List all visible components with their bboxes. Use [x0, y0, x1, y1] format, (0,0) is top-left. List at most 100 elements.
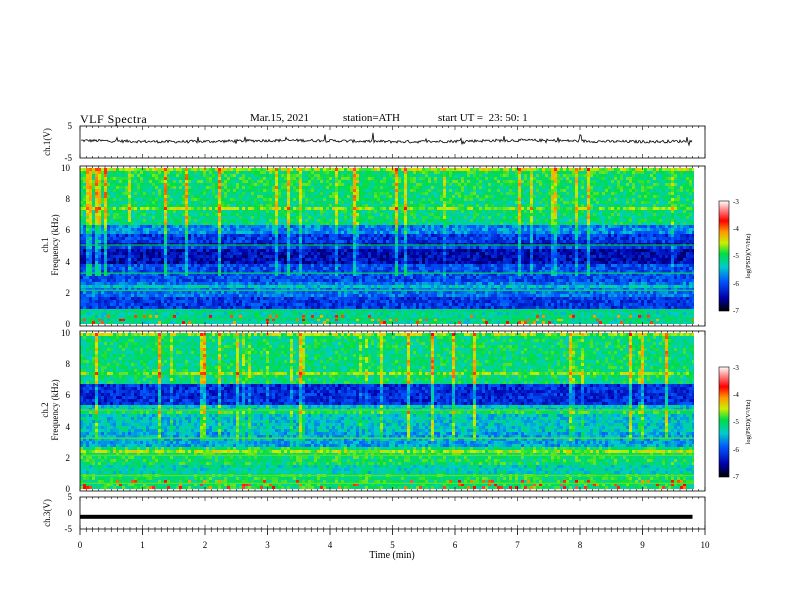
- spectrogram-cell: [623, 198, 626, 201]
- spectrogram-cell: [632, 204, 635, 207]
- spectrogram-cell: [272, 168, 275, 171]
- spectrogram-cell: [626, 183, 629, 186]
- spectrogram-cell: [209, 195, 212, 198]
- spectrogram-cell: [323, 234, 326, 237]
- spectrogram-cell: [284, 174, 287, 177]
- spectrogram-cell: [170, 189, 173, 192]
- spectrogram-cell: [380, 222, 383, 225]
- spectrogram-cell: [578, 216, 581, 219]
- spectrogram-cell: [431, 210, 434, 213]
- spectrogram-cell: [101, 195, 104, 198]
- spectrogram-cell: [488, 204, 491, 207]
- spectrogram-cell: [299, 195, 302, 198]
- spectrogram-cell: [440, 225, 443, 228]
- spectrogram-cell: [275, 198, 278, 201]
- spectrogram-cell: [290, 189, 293, 192]
- spectrogram-cell: [641, 180, 644, 183]
- spectrogram-cell: [161, 222, 164, 225]
- spectrogram-cell: [599, 171, 602, 174]
- spectrogram-cell: [617, 210, 620, 213]
- spectrogram-cell: [515, 204, 518, 207]
- spectrogram-cell: [473, 207, 476, 210]
- spectrogram-cell: [686, 168, 689, 171]
- spectrogram-cell: [80, 234, 83, 237]
- spectrogram-cell: [143, 201, 146, 204]
- spectrogram-cell: [680, 186, 683, 189]
- spectrogram-cell: [374, 231, 377, 234]
- spectrogram-cell: [665, 192, 668, 195]
- spectrogram-cell: [497, 231, 500, 234]
- spectrogram-cell: [137, 171, 140, 174]
- spectrogram-cell: [245, 231, 248, 234]
- spectrogram-cell: [284, 183, 287, 186]
- spectrogram-cell: [284, 189, 287, 192]
- spectrogram-cell: [590, 231, 593, 234]
- spectrogram-cell: [251, 168, 254, 171]
- spectrogram-cell: [626, 210, 629, 213]
- spectrogram-cell: [530, 183, 533, 186]
- spectrogram-cell: [455, 228, 458, 231]
- spectrogram-cell: [266, 234, 269, 237]
- spectrogram-cell: [692, 174, 694, 177]
- spectrogram-cell: [452, 210, 455, 213]
- spectrogram-cell: [509, 213, 512, 216]
- spectrogram-cell: [170, 171, 173, 174]
- spectrogram-cell: [215, 201, 218, 204]
- spectrogram-cell: [215, 198, 218, 201]
- spectrogram-cell: [257, 201, 260, 204]
- spectrogram-cell: [410, 216, 413, 219]
- spectrogram-cell: [194, 180, 197, 183]
- spectrogram-cell: [299, 228, 302, 231]
- spectrogram-cell: [611, 177, 614, 180]
- spectrogram-cell: [677, 186, 680, 189]
- spectrogram-cell: [398, 192, 401, 195]
- spectrogram-cell: [227, 219, 230, 222]
- spectrogram-cell: [434, 168, 437, 171]
- spectrogram-cell: [215, 168, 218, 171]
- spectrogram-cell: [362, 231, 365, 234]
- spectrogram-cell: [146, 219, 149, 222]
- spectrogram-cell: [104, 213, 107, 216]
- spectrogram-cell: [119, 198, 122, 201]
- spectrogram-cell: [296, 204, 299, 207]
- spectrogram-cell: [302, 168, 305, 171]
- spectrogram-cell: [389, 225, 392, 228]
- spectrogram-cell: [350, 186, 353, 189]
- spectrogram-cell: [149, 222, 152, 225]
- spectrogram-cell: [668, 204, 671, 207]
- spectrogram-cell: [491, 192, 494, 195]
- spectrogram-cell: [248, 186, 251, 189]
- spectrogram-cell: [176, 180, 179, 183]
- spectrogram-cell: [92, 180, 95, 183]
- spectrogram-cell: [314, 198, 317, 201]
- spectrogram-cell: [473, 210, 476, 213]
- spectrogram-cell: [242, 213, 245, 216]
- spectrogram-cell: [590, 213, 593, 216]
- spectrogram-cell: [677, 195, 680, 198]
- spectrogram-cell: [668, 210, 671, 213]
- spectrogram-cell: [317, 234, 320, 237]
- spectrogram-cell: [500, 210, 503, 213]
- spectrogram-cell: [173, 180, 176, 183]
- spectrogram-cell: [590, 207, 593, 210]
- spectrogram-cell: [200, 216, 203, 219]
- spectrogram-cell: [554, 174, 557, 177]
- spectrogram-cell: [425, 180, 428, 183]
- spectrogram-cell: [482, 189, 485, 192]
- spectrogram-cell: [269, 234, 272, 237]
- spectrogram-cell: [428, 219, 431, 222]
- spectrogram-cell: [668, 216, 671, 219]
- spectrogram-cell: [521, 219, 524, 222]
- spectrogram-cell: [134, 204, 137, 207]
- spectrogram-cell: [269, 171, 272, 174]
- spectrogram-cell: [473, 213, 476, 216]
- spectrogram-cell: [98, 228, 101, 231]
- spectrogram-cell: [170, 198, 173, 201]
- spectrogram-cell: [335, 234, 338, 237]
- spectrogram-cell: [92, 183, 95, 186]
- spectrogram-cell: [599, 219, 602, 222]
- spectrogram-cell: [680, 177, 683, 180]
- spectrogram-cell: [569, 192, 572, 195]
- spectrogram-cell: [140, 174, 143, 177]
- spectrogram-cell: [254, 174, 257, 177]
